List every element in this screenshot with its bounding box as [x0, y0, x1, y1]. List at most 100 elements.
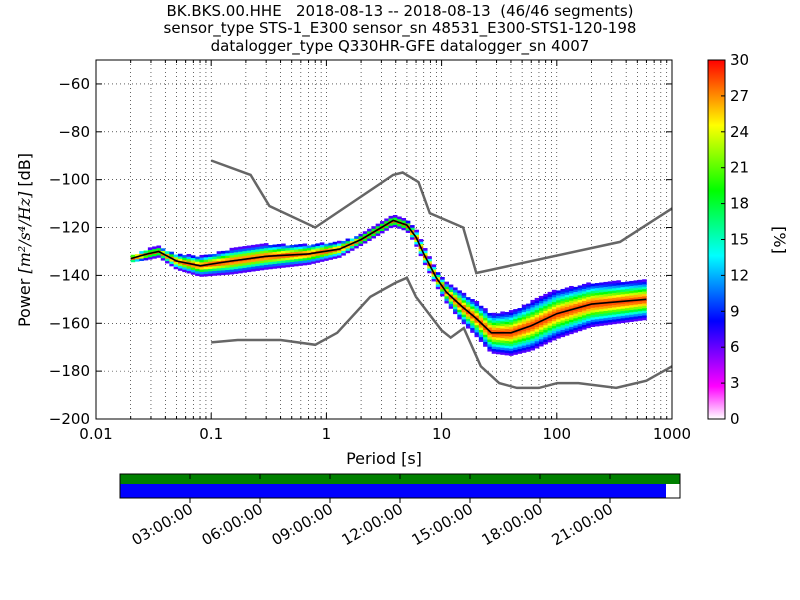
- density-cell: [594, 283, 600, 286]
- density-cell: [513, 332, 518, 336]
- density-cell: [276, 263, 282, 266]
- density-cell: [547, 299, 553, 302]
- density-cell: [319, 254, 325, 258]
- density-cell: [526, 310, 531, 314]
- density-cell: [448, 298, 454, 302]
- density-cell: [603, 296, 609, 299]
- density-cell: [238, 265, 243, 269]
- density-cell: [504, 326, 510, 330]
- density-cell: [594, 316, 600, 320]
- density-cell: [573, 308, 578, 312]
- density-cell: [470, 325, 475, 329]
- density-cell: [268, 256, 273, 260]
- density-cell: [556, 302, 561, 306]
- density-cell: [547, 322, 553, 326]
- density-cell: [289, 261, 295, 265]
- density-cell: [311, 256, 316, 260]
- density-cell: [401, 225, 407, 228]
- density-cell: [629, 312, 634, 315]
- density-cell: [281, 243, 286, 247]
- density-cell: [590, 312, 596, 316]
- density-cell: [440, 291, 445, 295]
- density-cell: [577, 294, 583, 298]
- density-cell: [160, 250, 166, 254]
- density-cell: [629, 290, 634, 294]
- density-cell: [620, 296, 626, 300]
- density-cell: [642, 315, 647, 318]
- density-cell: [637, 301, 643, 305]
- density-cell: [534, 333, 540, 337]
- title-line-2: sensor_type STS-1_E300 sensor_sn 48531_E…: [163, 19, 637, 37]
- density-cell: [298, 255, 303, 259]
- density-cell: [586, 308, 591, 312]
- density-cell: [581, 315, 587, 318]
- density-cell: [543, 293, 548, 297]
- density-cell: [375, 226, 381, 229]
- density-cell: [289, 254, 295, 258]
- density-cell: [255, 249, 260, 252]
- density-cell: [186, 261, 192, 264]
- density-cell: [521, 328, 527, 332]
- density-cell: [547, 294, 553, 297]
- density-cell: [220, 272, 226, 276]
- density-cell: [538, 295, 544, 299]
- density-cell: [418, 248, 424, 252]
- density-cell: [513, 323, 518, 327]
- density-cell: [526, 332, 531, 336]
- density-cell: [401, 227, 407, 231]
- density-cell: [586, 323, 591, 326]
- density-cell: [569, 305, 574, 308]
- density-cell: [478, 310, 484, 314]
- density-cell: [478, 305, 484, 309]
- density-cell: [508, 312, 514, 316]
- density-cell: [560, 324, 566, 328]
- density-cell: [616, 296, 621, 300]
- density-cell: [306, 259, 312, 263]
- density-cell: [586, 299, 591, 302]
- density-cell: [526, 315, 531, 319]
- density-cell: [624, 293, 630, 297]
- density-cell: [465, 309, 471, 312]
- density-cell: [134, 256, 140, 260]
- density-cell: [259, 267, 265, 271]
- density-cell: [543, 324, 548, 328]
- density-cell: [573, 301, 578, 304]
- density-cell: [637, 303, 643, 307]
- density-cell: [538, 310, 544, 313]
- density-cell: [560, 298, 566, 302]
- density-cell: [633, 282, 639, 286]
- density-cell: [569, 293, 574, 296]
- density-cell: [457, 297, 462, 301]
- density-cell: [573, 320, 578, 324]
- density-cell: [633, 309, 639, 312]
- density-cell: [551, 294, 557, 298]
- density-cell: [461, 300, 467, 303]
- density-cell: [294, 256, 299, 260]
- density-cell: [315, 252, 321, 256]
- density-cell: [268, 259, 273, 263]
- density-cell: [294, 246, 299, 250]
- colorbar-label: [%]: [770, 226, 789, 254]
- density-cell: [220, 253, 226, 256]
- density-cell: [268, 249, 273, 253]
- timeline-tick-label: 06:00:00: [199, 500, 266, 549]
- density-cell: [500, 318, 505, 322]
- density-cell: [534, 343, 540, 347]
- density-cell: [298, 246, 303, 250]
- density-cell: [474, 334, 480, 338]
- density-cell: [453, 292, 458, 295]
- density-cell: [143, 255, 149, 259]
- density-cell: [620, 294, 626, 297]
- density-cell: [564, 318, 570, 322]
- density-cell: [465, 318, 471, 322]
- density-cell: [547, 318, 553, 321]
- density-cell: [586, 301, 591, 305]
- density-cell: [616, 294, 621, 298]
- density-cell: [152, 246, 157, 250]
- density-cell: [418, 239, 424, 242]
- timeline-data-bar: [120, 484, 666, 498]
- density-cell: [530, 347, 535, 351]
- density-cell: [538, 303, 544, 306]
- density-cell: [440, 281, 445, 285]
- density-cell: [633, 316, 639, 319]
